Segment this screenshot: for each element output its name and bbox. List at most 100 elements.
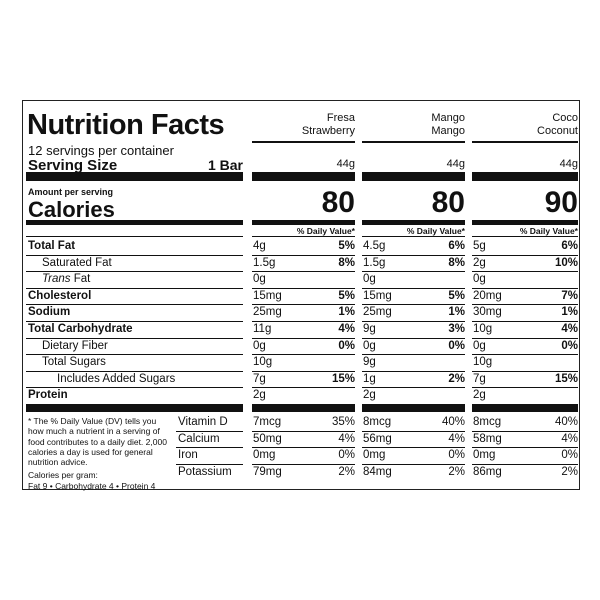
medium-rule — [472, 220, 578, 225]
daily-value: 6% — [448, 240, 465, 252]
nutrient-name: Dietary Fiber — [42, 339, 108, 352]
daily-value: 1% — [448, 306, 465, 319]
nutrient-name: Sodium — [28, 306, 71, 319]
amount: 25mg — [253, 306, 282, 319]
daily-value: 2% — [338, 465, 355, 478]
flavor-name-es: Coco — [552, 112, 578, 124]
medium-rule — [362, 220, 465, 225]
row-rule — [252, 271, 355, 273]
amount: 7g — [253, 372, 266, 385]
amount-per-serving: Amount per serving — [28, 187, 114, 197]
nutrient-name: Total Sugars — [42, 356, 106, 369]
nutrient-label: Includes Added Sugars — [57, 373, 175, 386]
row-rule — [26, 254, 243, 256]
row-rule — [252, 254, 355, 256]
row-rule — [252, 387, 355, 389]
row-rule — [252, 430, 355, 432]
row-rule — [26, 387, 243, 389]
row-rule — [472, 304, 578, 306]
thick-rule — [26, 404, 243, 412]
row-rule — [362, 271, 465, 273]
calories-per-gram: Fat 9 • Carbohydrate 4 • Protein 4 — [28, 481, 156, 491]
amount: 4g — [253, 240, 266, 252]
daily-value: 5% — [338, 240, 355, 252]
row-rule — [362, 447, 465, 449]
amount: 30mg — [473, 306, 502, 319]
nutrient-label: Total Fat — [28, 240, 76, 253]
calories-value: 80 — [431, 186, 465, 219]
row-rule — [176, 430, 243, 432]
calories-per-gram-label: Calories per gram: — [28, 470, 98, 480]
title: Nutrition Facts — [27, 109, 225, 141]
amount: 84mg — [363, 465, 392, 478]
row-rule — [252, 463, 355, 465]
daily-value: 0% — [561, 339, 578, 352]
amount: 0g — [363, 339, 376, 352]
row-rule — [362, 387, 465, 389]
nutrient-label: Dietary Fiber — [42, 339, 108, 353]
thick-rule — [26, 172, 243, 181]
daily-value: 2% — [448, 465, 465, 478]
daily-value: 40% — [441, 416, 465, 428]
flavor-name-es: Fresa — [326, 112, 355, 124]
row-rule — [26, 337, 243, 339]
row-rule — [176, 463, 243, 465]
thin-rule — [26, 236, 243, 237]
amount: 10g — [473, 356, 493, 369]
amount: 0mg — [473, 449, 496, 462]
dv-header: % Daily Value* — [406, 226, 465, 236]
row-rule — [252, 337, 355, 339]
row-rule — [362, 463, 465, 465]
serving-size: 1 Bar — [207, 157, 243, 173]
daily-value: 1% — [338, 306, 355, 319]
thin-rule — [472, 141, 578, 143]
flavor-name-en: Coconut — [537, 125, 578, 137]
amount: 4.5g — [363, 240, 386, 252]
row-rule — [362, 254, 465, 256]
amount: 8mcg — [363, 416, 392, 428]
row-rule — [472, 321, 578, 322]
daily-value: 35% — [331, 416, 355, 428]
row-rule — [252, 370, 355, 372]
row-rule — [472, 447, 578, 449]
row-rule — [362, 287, 465, 289]
amount: 2g — [253, 389, 266, 402]
amount: 2g — [473, 256, 486, 269]
daily-value: 6% — [561, 240, 578, 252]
nutrient-name: Protein — [28, 389, 68, 402]
thick-rule — [252, 404, 355, 412]
amount: 20mg — [473, 289, 502, 302]
nutrient-label: Total Carbohydrate — [28, 323, 133, 336]
amount: 2g — [473, 389, 486, 402]
amount: 1.5g — [363, 256, 386, 269]
daily-value: 2% — [561, 465, 578, 478]
nutrient-label: Total Sugars — [42, 356, 106, 369]
nutrient-label: Sodium — [28, 307, 70, 319]
dv-header: % Daily Value* — [296, 226, 355, 236]
row-rule — [362, 337, 465, 339]
row-rule — [362, 370, 465, 372]
row-rule — [472, 337, 578, 339]
nutrient-name: Fat — [73, 273, 91, 286]
thin-rule — [252, 141, 355, 143]
thin-rule — [252, 236, 355, 237]
daily-value: 15% — [331, 372, 355, 385]
row-rule — [362, 304, 465, 306]
amount: 1.5g — [253, 256, 276, 269]
nutrient-name: Saturated Fat — [42, 256, 112, 269]
amount: 0g — [253, 273, 266, 286]
amount: 10g — [253, 356, 273, 369]
vitamin-label: Potassium — [178, 465, 232, 478]
daily-value: 4% — [448, 432, 465, 445]
serving-weight: 44g — [336, 158, 355, 170]
row-rule — [26, 354, 243, 356]
vitamin-label: Vitamin D — [178, 416, 228, 428]
nutrient-name: Total Fat — [28, 240, 76, 252]
amount: 15mg — [253, 289, 282, 302]
serving-weight: 44g — [446, 158, 465, 170]
amount: 56mg — [363, 432, 392, 445]
amount: 5g — [473, 240, 486, 252]
daily-value: 3% — [448, 323, 465, 335]
amount: 7g — [473, 372, 486, 385]
thick-rule — [362, 404, 465, 412]
